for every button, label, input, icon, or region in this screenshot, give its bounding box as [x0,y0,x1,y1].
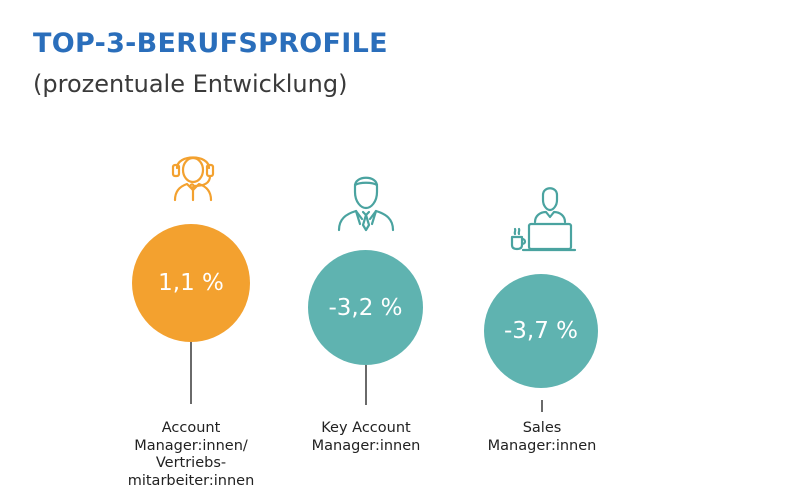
laptop-worker-icon [505,182,577,254]
headset-agent-icon [163,146,223,202]
bubble-key-account-managers: -3,2 % [308,250,423,365]
chart-subtitle: (prozentuale Entwicklung) [33,70,348,98]
category-label-key-account-managers: Key Account Manager:innen [311,420,421,454]
stem-sales-managers [541,400,543,412]
category-label-account-managers: Account Manager:innen/ Vertriebs- mitarb… [127,420,255,489]
stem-key-account-managers [365,365,367,405]
bubble-sales-managers: -3,7 % [484,274,598,388]
bubble-account-managers: 1,1 % [132,224,250,342]
category-label-sales-managers: Sales Manager:innen [487,420,597,454]
value-label-account-managers: 1,1 % [158,270,224,296]
businessman-tie-icon [336,170,396,232]
value-label-sales-managers: -3,7 % [503,318,579,344]
chart-title: TOP-3-BERUFSPROFILE [33,28,388,59]
stem-account-managers [190,342,192,404]
value-label-key-account-managers: -3,2 % [328,294,403,321]
